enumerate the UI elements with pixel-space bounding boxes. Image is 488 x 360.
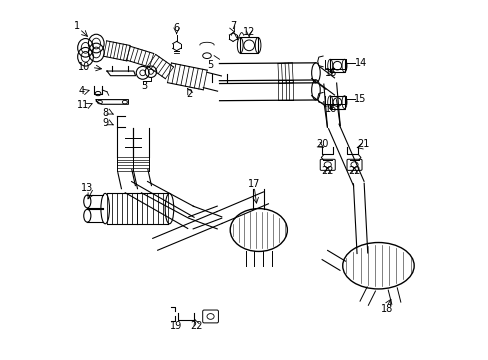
- Text: 22: 22: [190, 321, 202, 331]
- Text: 21: 21: [356, 139, 368, 149]
- Text: 2: 2: [185, 89, 192, 99]
- Text: 12: 12: [243, 27, 255, 37]
- Text: 1: 1: [73, 21, 80, 31]
- Text: 15: 15: [354, 94, 366, 104]
- Text: 3: 3: [141, 81, 147, 91]
- Text: 5: 5: [207, 60, 213, 70]
- Text: 10: 10: [78, 63, 90, 72]
- Bar: [329, 59, 344, 72]
- Text: 6: 6: [173, 23, 179, 33]
- Text: 22: 22: [321, 166, 333, 176]
- Text: 14: 14: [354, 58, 366, 68]
- Text: 9: 9: [102, 118, 108, 128]
- Bar: [240, 37, 258, 53]
- Text: 8: 8: [102, 108, 108, 118]
- Text: 16: 16: [325, 68, 337, 78]
- Text: 7: 7: [229, 21, 236, 31]
- Text: 19: 19: [169, 321, 182, 331]
- Text: 17: 17: [247, 179, 260, 189]
- Text: 13: 13: [81, 183, 93, 193]
- Text: 22: 22: [347, 166, 360, 176]
- Text: 18: 18: [380, 304, 392, 314]
- Text: 11: 11: [77, 100, 89, 110]
- Bar: [329, 96, 344, 109]
- Text: 16: 16: [325, 104, 337, 113]
- Text: 4: 4: [78, 86, 84, 96]
- Text: 20: 20: [316, 139, 328, 149]
